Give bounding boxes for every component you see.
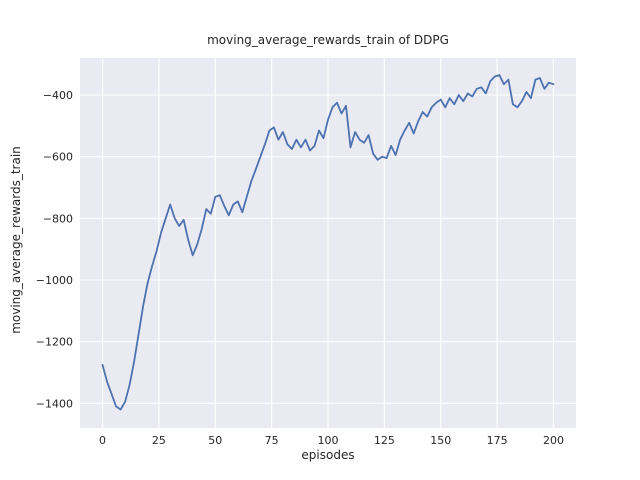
- y-axis-label: moving_average_rewards_train: [9, 146, 23, 334]
- chart-title: moving_average_rewards_train of DDPG: [207, 33, 449, 47]
- x-tick-label: 200: [543, 434, 564, 447]
- data-line-ddpg: [101, 74, 555, 411]
- x-tick-label: 150: [430, 434, 451, 447]
- y-tick-label: −1000: [36, 274, 73, 287]
- x-tick-label: 75: [265, 434, 279, 447]
- y-tick-label: −400: [43, 89, 73, 102]
- y-tick-label: −1400: [36, 397, 73, 410]
- x-tick-label: 0: [99, 434, 106, 447]
- x-axis-label: episodes: [301, 448, 355, 462]
- y-tick-label: −800: [43, 212, 73, 225]
- x-tick-label: 50: [208, 434, 222, 447]
- x-tick-label: 175: [487, 434, 508, 447]
- x-tick-label: 100: [318, 434, 339, 447]
- x-tick-label: 25: [152, 434, 166, 447]
- y-tick-label: −1200: [36, 336, 73, 349]
- y-tick-label: −600: [43, 151, 73, 164]
- x-tick-label: 125: [374, 434, 395, 447]
